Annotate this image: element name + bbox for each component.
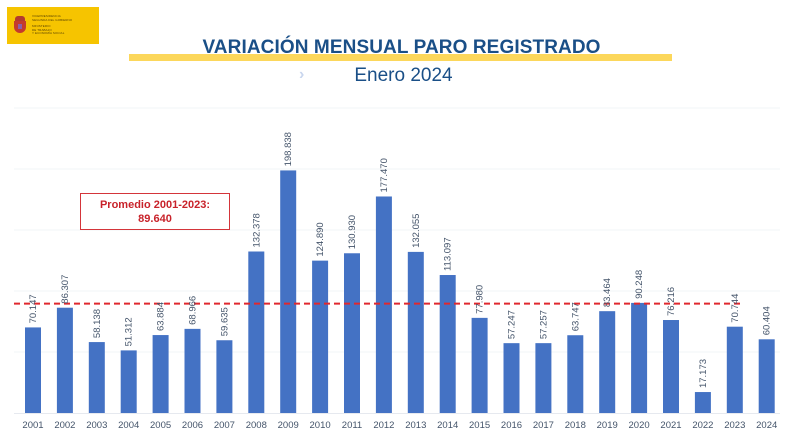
value-label-2009: 198.838 — [283, 132, 294, 166]
bar-2012 — [375, 196, 392, 413]
bar-2003 — [88, 342, 105, 413]
logo-text-line: SEGUNDA DEL GOBIERNO — [32, 17, 73, 22]
bar-2002 — [56, 307, 73, 413]
bar-2014 — [439, 275, 456, 413]
value-label-2024: 60.404 — [762, 306, 773, 335]
logo-text-line: MINISTERIO — [32, 24, 51, 29]
bar-2008 — [248, 251, 265, 413]
bar-2021 — [663, 320, 679, 413]
bar-2024 — [758, 339, 775, 413]
coat-of-arms-icon — [14, 15, 26, 36]
bar-2011 — [344, 253, 360, 413]
x-tick-2014: 2014 — [437, 420, 458, 431]
x-tick-2018: 2018 — [565, 420, 586, 431]
bar-2018 — [567, 335, 584, 413]
bar-2016 — [503, 343, 520, 413]
x-tick-2017: 2017 — [533, 420, 554, 431]
x-tick-2005: 2005 — [150, 420, 171, 431]
logo-text-line: DE TRABAJO — [32, 27, 52, 32]
x-tick-2004: 2004 — [118, 420, 139, 431]
x-tick-2010: 2010 — [310, 420, 331, 431]
x-tick-2002: 2002 — [54, 420, 75, 431]
x-tick-2023: 2023 — [724, 420, 745, 431]
x-tick-2007: 2007 — [214, 420, 235, 431]
bar-2020 — [631, 302, 648, 413]
value-label-2014: 113.097 — [443, 237, 454, 271]
average-annotation-box: Promedio 2001-2023: 89.640 — [80, 193, 230, 230]
bar-2017 — [535, 343, 552, 413]
bar-2015 — [471, 317, 488, 413]
value-label-2013: 132.055 — [411, 214, 422, 248]
bar-2007 — [216, 340, 233, 413]
chart-subtitle: Enero 2024 — [0, 65, 803, 87]
x-tick-2011: 2011 — [342, 420, 362, 431]
value-label-2016: 57.247 — [507, 310, 518, 339]
value-label-2017: 57.257 — [538, 310, 549, 339]
value-label-2005: 63.884 — [156, 302, 167, 331]
value-label-2021: 76.216 — [666, 287, 677, 316]
value-labels: 70.147 86.307 58.138 51.312 63.884 68.966 59.6… — [28, 132, 773, 388]
chevron-right-icon: › — [299, 66, 305, 83]
bar-2022 — [694, 392, 711, 413]
logo-text-line: VICEPRESIDENCIA — [32, 14, 61, 19]
x-tick-2013: 2013 — [405, 420, 426, 431]
value-label-2008: 132.378 — [251, 213, 262, 247]
x-tick-2012: 2012 — [373, 420, 394, 431]
value-label-2018: 63.747 — [570, 302, 581, 331]
x-tick-2019: 2019 — [597, 420, 618, 431]
x-tick-2024: 2024 — [756, 420, 777, 431]
chart-title: VARIACIÓN MENSUAL PARO REGISTRADO — [202, 37, 601, 58]
bar-2004 — [120, 350, 137, 413]
bar-2019 — [599, 311, 616, 413]
title-highlight-band — [129, 54, 672, 61]
bar-2006 — [184, 328, 201, 413]
value-label-2006: 68.966 — [188, 296, 199, 325]
bar-2023 — [726, 326, 743, 413]
x-tick-2015: 2015 — [469, 420, 490, 431]
value-label-2015: 77.980 — [475, 285, 486, 314]
value-label-2010: 124.890 — [315, 222, 326, 256]
value-label-2012: 177.470 — [379, 158, 390, 192]
value-label-2011: 130.930 — [347, 215, 358, 249]
logo-text-line: Y ECONOMÍA SOCIAL — [32, 31, 65, 36]
x-tick-2022: 2022 — [692, 420, 713, 431]
x-axis-tick-labels: 2001 2002 2003 2004 2005 2006 2007 2008 2009 2010… — [22, 420, 777, 431]
x-tick-2020: 2020 — [629, 420, 650, 431]
bar-2013 — [407, 251, 424, 413]
value-label-2023: 70.744 — [730, 294, 741, 323]
x-tick-2016: 2016 — [501, 420, 522, 431]
average-value: 89.640 — [138, 213, 172, 225]
value-label-2002: 86.307 — [60, 275, 71, 304]
x-tick-2001: 2001 — [22, 420, 43, 431]
value-label-2003: 58.138 — [92, 309, 103, 338]
average-label: Promedio 2001-2023: — [99, 199, 211, 211]
gridlines — [14, 107, 780, 414]
value-label-2020: 90.248 — [634, 270, 645, 299]
value-label-2022: 17.173 — [698, 359, 709, 388]
value-label-2019: 83.464 — [602, 278, 613, 307]
value-label-2004: 51.312 — [124, 317, 135, 346]
bar-2005 — [152, 335, 169, 413]
bar-2009 — [280, 170, 297, 413]
bar-2001 — [25, 327, 41, 413]
value-label-2001: 70.147 — [28, 294, 39, 323]
x-tick-2003: 2003 — [86, 420, 107, 431]
government-logo: VICEPRESIDENCIA SEGUNDA DEL GOBIERNO MIN… — [7, 7, 99, 44]
value-label-2007: 59.635 — [219, 307, 230, 336]
x-tick-2008: 2008 — [246, 420, 267, 431]
bars — [25, 170, 775, 413]
x-tick-2021: 2021 — [660, 420, 681, 431]
subtitle-text: Enero 2024 — [354, 65, 453, 86]
x-tick-2006: 2006 — [182, 420, 203, 431]
x-tick-2009: 2009 — [278, 420, 299, 431]
bar-2010 — [312, 260, 329, 413]
